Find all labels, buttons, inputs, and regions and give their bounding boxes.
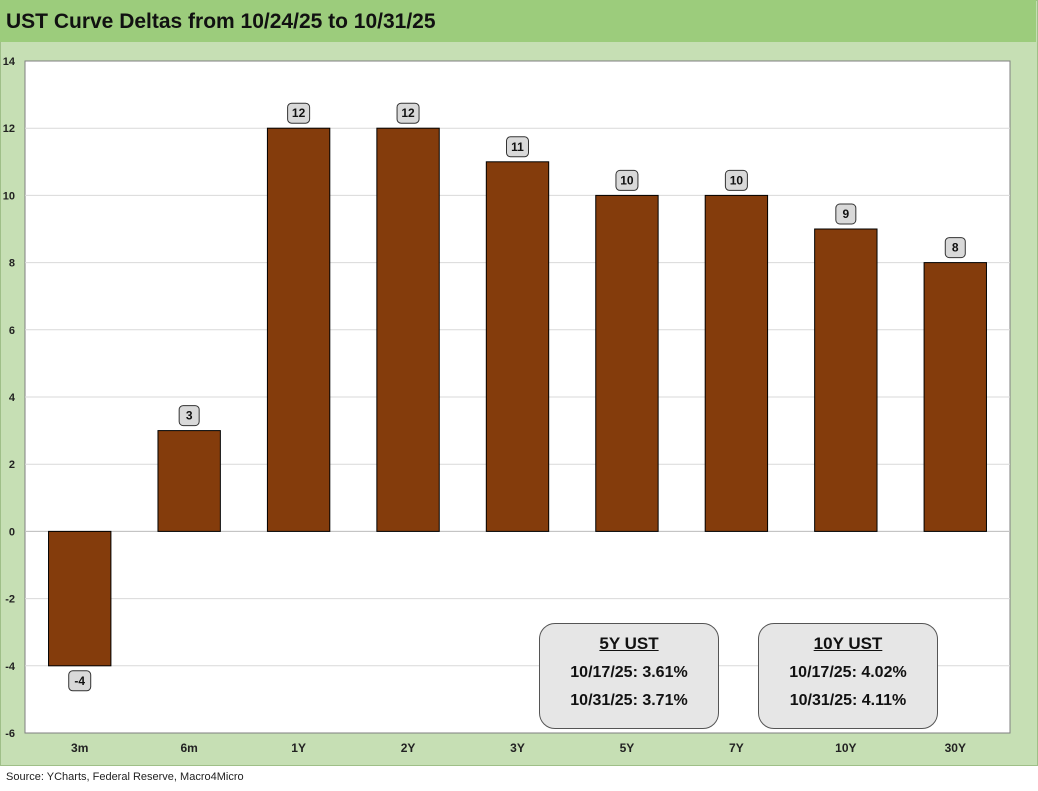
bar-1y <box>266 127 331 532</box>
info-box-line: 10/31/25: 3.71% <box>570 692 688 709</box>
y-tick-label: -6 <box>5 728 15 740</box>
info-box-line: 10/17/25: 4.02% <box>789 664 907 681</box>
info-box-line: 10/17/25: 3.61% <box>570 664 688 681</box>
bars <box>48 127 987 667</box>
data-label-box <box>724 169 748 191</box>
info-box-title: 5Y UST <box>599 634 659 653</box>
title-bar: UST Curve Deltas from 10/24/25 to 10/31/… <box>0 0 1036 42</box>
data-label-text: 12 <box>292 106 306 120</box>
x-tick-label: 5Y <box>620 741 635 755</box>
info-box-10y-ust: 10Y UST 10/17/25: 4.02% 10/31/25: 4.11% <box>758 623 938 729</box>
bar-3m <box>48 530 112 667</box>
bar-30y <box>923 262 987 532</box>
bar-2y <box>376 127 440 532</box>
x-tick-label: 30Y <box>945 741 966 755</box>
data-label-box <box>835 203 857 225</box>
y-axis-ticks: 14 12 10 8 6 4 2 0 -2 -4 -6 <box>3 56 16 740</box>
y-tick-label: 10 <box>3 190 15 202</box>
info-box-line: 10/31/25: 4.11% <box>789 692 907 709</box>
data-label-text: 9 <box>842 207 849 221</box>
data-label-box <box>178 405 200 427</box>
x-tick-label: 10Y <box>835 741 856 755</box>
data-label: 12 <box>287 102 311 124</box>
data-label-text: 12 <box>401 106 415 120</box>
bar-3y <box>485 161 550 532</box>
data-label-box <box>615 169 639 191</box>
y-tick-label: 6 <box>9 325 15 337</box>
data-label: 3 <box>178 405 200 427</box>
x-tick-label: 3Y <box>510 741 525 755</box>
x-tick-label: 6m <box>180 741 197 755</box>
bar-6m <box>157 430 221 532</box>
data-label-text: -4 <box>74 674 85 688</box>
data-label-box <box>944 237 966 259</box>
bar-10y <box>814 228 878 532</box>
data-label-box <box>287 102 311 124</box>
data-label-text: 10 <box>730 173 744 187</box>
bar-7y <box>704 194 769 532</box>
data-label: 10 <box>724 169 748 191</box>
data-label-text: 10 <box>620 173 634 187</box>
y-tick-label: 2 <box>9 459 15 471</box>
x-tick-label: 7Y <box>729 741 744 755</box>
y-tick-label: 12 <box>3 123 15 135</box>
data-labels: -4 3 12 12 11 10 10 9 8 <box>68 102 966 692</box>
data-label-box <box>396 102 420 124</box>
data-label: 10 <box>615 169 639 191</box>
data-label-text: 11 <box>511 140 524 154</box>
data-label: 11 <box>506 136 529 158</box>
y-tick-label: 8 <box>9 258 15 270</box>
data-label: 12 <box>396 102 420 124</box>
source-note: Source: YCharts, Federal Reserve, Macro4… <box>6 771 244 783</box>
bar-chart: 14 12 10 8 6 4 2 0 -2 -4 -6 -4 3 12 12 11 10 10 9 8 3m 6m 1Y… <box>3 56 1011 755</box>
y-tick-label: 4 <box>9 392 16 404</box>
y-tick-label: -4 <box>5 661 16 673</box>
x-tick-label: 1Y <box>291 741 306 755</box>
y-tick-label: 0 <box>9 526 15 538</box>
data-label: 8 <box>944 237 966 259</box>
bar-5y <box>595 194 659 532</box>
data-label: 9 <box>835 203 857 225</box>
info-box-title: 10Y UST <box>813 634 883 653</box>
x-tick-label: 3m <box>71 741 88 755</box>
x-tick-label: 2Y <box>401 741 416 755</box>
data-label-text: 3 <box>186 409 193 423</box>
chart-title: UST Curve Deltas from 10/24/25 to 10/31/… <box>6 10 436 33</box>
data-label-text: 8 <box>952 241 959 255</box>
y-tick-label: -2 <box>5 594 15 606</box>
y-tick-label: 14 <box>3 56 16 68</box>
data-label: -4 <box>68 670 92 692</box>
info-box-5y-ust: 5Y UST 10/17/25: 3.61% 10/31/25: 3.71% <box>539 623 719 729</box>
data-label-box <box>68 670 92 692</box>
x-axis-ticks: 3m 6m 1Y 2Y 3Y 5Y 7Y 10Y 30Y <box>71 741 966 755</box>
data-label-box <box>506 136 529 158</box>
